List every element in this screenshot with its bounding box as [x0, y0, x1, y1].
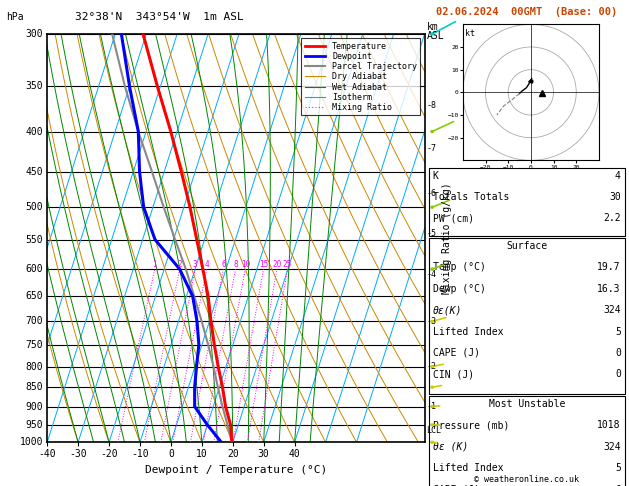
Text: hPa: hPa	[6, 12, 24, 22]
Text: 0: 0	[615, 485, 621, 486]
Text: 1018: 1018	[598, 420, 621, 431]
Text: 750: 750	[26, 340, 43, 350]
Text: Pressure (mb): Pressure (mb)	[433, 420, 509, 431]
Text: 20: 20	[272, 260, 282, 269]
Text: PW (cm): PW (cm)	[433, 213, 474, 224]
Text: Lifted Index: Lifted Index	[433, 463, 503, 473]
Text: 4: 4	[204, 260, 209, 269]
Text: 19.7: 19.7	[598, 262, 621, 273]
Text: Surface: Surface	[506, 241, 547, 251]
Text: 5: 5	[615, 463, 621, 473]
Text: 4: 4	[615, 171, 621, 181]
Text: -5: -5	[426, 229, 437, 238]
Text: 02.06.2024  00GMT  (Base: 00): 02.06.2024 00GMT (Base: 00)	[436, 7, 618, 17]
Text: 324: 324	[603, 442, 621, 452]
Text: © weatheronline.co.uk: © weatheronline.co.uk	[474, 474, 579, 484]
Text: 3: 3	[193, 260, 198, 269]
Text: Mixing Ratio (g/kg): Mixing Ratio (g/kg)	[442, 182, 452, 294]
Text: 800: 800	[26, 362, 43, 372]
Text: 5: 5	[615, 327, 621, 337]
Text: 32°38'N  343°54'W  1m ASL: 32°38'N 343°54'W 1m ASL	[75, 12, 244, 22]
Text: 10: 10	[241, 260, 250, 269]
Text: -4: -4	[426, 270, 437, 279]
Text: 350: 350	[26, 81, 43, 91]
Text: 324: 324	[603, 305, 621, 315]
Text: LCL: LCL	[426, 426, 442, 434]
Text: 500: 500	[26, 202, 43, 212]
Text: CAPE (J): CAPE (J)	[433, 348, 480, 358]
Text: 600: 600	[26, 264, 43, 274]
Text: θε (K): θε (K)	[433, 442, 468, 452]
Text: 0: 0	[615, 348, 621, 358]
Text: 16.3: 16.3	[598, 284, 621, 294]
Text: 30: 30	[609, 192, 621, 202]
Text: θε(K): θε(K)	[433, 305, 462, 315]
Text: 400: 400	[26, 126, 43, 137]
X-axis label: Dewpoint / Temperature (°C): Dewpoint / Temperature (°C)	[145, 465, 327, 475]
Text: 900: 900	[26, 401, 43, 412]
Text: 650: 650	[26, 291, 43, 301]
Text: 2.2: 2.2	[603, 213, 621, 224]
Text: Lifted Index: Lifted Index	[433, 327, 503, 337]
Text: 450: 450	[26, 167, 43, 176]
Text: 950: 950	[26, 420, 43, 430]
Text: ASL: ASL	[426, 31, 444, 41]
Text: 1: 1	[152, 260, 157, 269]
Text: -1: -1	[426, 402, 437, 411]
Text: 300: 300	[26, 29, 43, 39]
Text: 0: 0	[615, 369, 621, 380]
Text: km: km	[426, 21, 438, 32]
Text: CAPE (J): CAPE (J)	[433, 485, 480, 486]
Text: Temp (°C): Temp (°C)	[433, 262, 486, 273]
Text: -2: -2	[426, 362, 437, 371]
Text: 1000: 1000	[20, 437, 43, 447]
Text: Totals Totals: Totals Totals	[433, 192, 509, 202]
Text: CIN (J): CIN (J)	[433, 369, 474, 380]
Text: 550: 550	[26, 235, 43, 244]
Text: 850: 850	[26, 382, 43, 392]
Text: 25: 25	[283, 260, 292, 269]
Text: 6: 6	[221, 260, 226, 269]
Text: -7: -7	[426, 143, 437, 153]
Text: -6: -6	[426, 189, 437, 198]
Text: 15: 15	[259, 260, 268, 269]
Text: Dewp (°C): Dewp (°C)	[433, 284, 486, 294]
Text: 700: 700	[26, 316, 43, 326]
Legend: Temperature, Dewpoint, Parcel Trajectory, Dry Adiabat, Wet Adiabat, Isotherm, Mi: Temperature, Dewpoint, Parcel Trajectory…	[301, 38, 420, 115]
Text: 2: 2	[177, 260, 182, 269]
Text: K: K	[433, 171, 438, 181]
Text: 8: 8	[233, 260, 238, 269]
Text: Most Unstable: Most Unstable	[489, 399, 565, 409]
Text: -8: -8	[426, 101, 437, 110]
Text: -3: -3	[426, 317, 437, 326]
